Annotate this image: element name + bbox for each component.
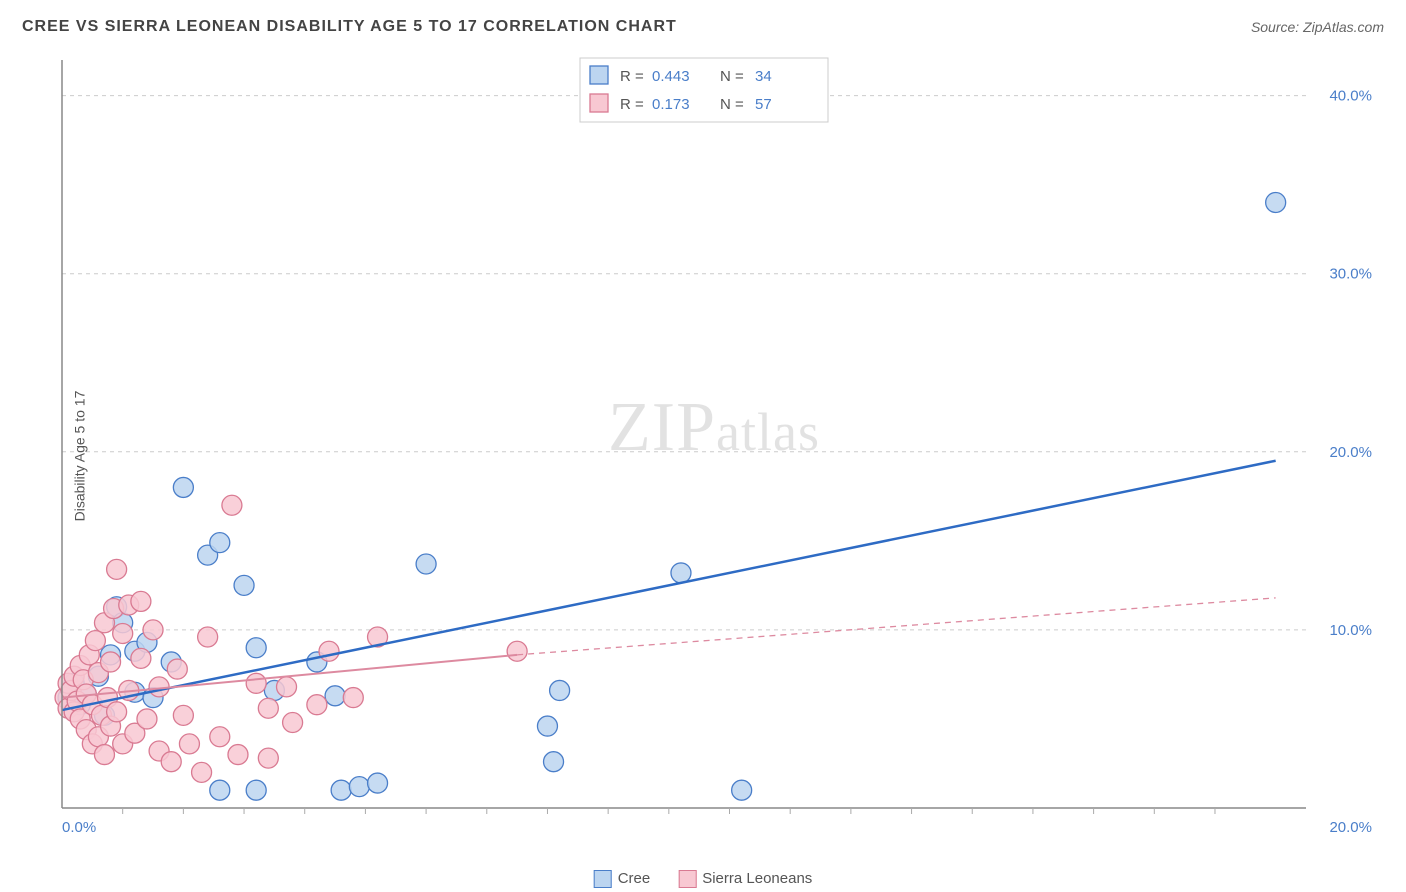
data-point <box>131 591 151 611</box>
legend-r-value: 0.443 <box>652 68 690 85</box>
data-point <box>192 762 212 782</box>
legend-r-value: 0.173 <box>652 96 690 113</box>
data-point <box>246 673 266 693</box>
data-point <box>246 638 266 658</box>
data-point <box>1266 192 1286 212</box>
data-point <box>222 495 242 515</box>
legend-n-value: 57 <box>755 96 772 113</box>
data-point <box>544 752 564 772</box>
y-tick-label: 40.0% <box>1329 88 1372 105</box>
legend-swatch <box>594 870 612 888</box>
chart-source: Source: ZipAtlas.com <box>1251 19 1384 35</box>
data-point <box>319 641 339 661</box>
data-point <box>343 688 363 708</box>
data-point <box>507 641 527 661</box>
data-point <box>179 734 199 754</box>
y-tick-label: 30.0% <box>1329 266 1372 283</box>
data-point <box>167 659 187 679</box>
data-point <box>173 705 193 725</box>
data-point <box>234 575 254 595</box>
data-point <box>537 716 557 736</box>
data-point <box>258 748 278 768</box>
legend-top-box <box>580 58 828 122</box>
data-point <box>210 727 230 747</box>
data-point <box>228 745 248 765</box>
scatter-chart: 10.0% 20.0% 30.0% 40.0% ZIPatlas 0.0% 20.0% R =… <box>44 50 1384 850</box>
data-point <box>107 702 127 722</box>
data-point <box>107 559 127 579</box>
data-point <box>137 709 157 729</box>
chart-area: Disability Age 5 to 17 10.0% 20.0% 30.0% 40… <box>44 50 1388 862</box>
data-point <box>732 780 752 800</box>
y-tick-label: 20.0% <box>1329 444 1372 461</box>
data-point <box>258 698 278 718</box>
data-point <box>307 695 327 715</box>
data-point <box>277 677 297 697</box>
data-point <box>85 631 105 651</box>
data-point <box>368 773 388 793</box>
legend-swatch <box>678 870 696 888</box>
data-point <box>550 680 570 700</box>
x-tick-label: 20.0% <box>1329 819 1372 836</box>
data-point <box>113 623 133 643</box>
data-point <box>349 777 369 797</box>
series-sierra-leoneans <box>55 495 527 782</box>
legend-swatch <box>590 94 608 112</box>
data-point <box>101 652 121 672</box>
data-point <box>331 780 351 800</box>
y-tick-label: 10.0% <box>1329 622 1372 639</box>
y-axis-label: Disability Age 5 to 17 <box>71 391 87 522</box>
data-point <box>325 686 345 706</box>
data-point <box>161 752 181 772</box>
data-point <box>131 648 151 668</box>
data-point <box>94 745 114 765</box>
legend-bottom-item: Cree <box>594 870 651 888</box>
data-point <box>246 780 266 800</box>
data-point <box>210 780 230 800</box>
legend-bottom-item: Sierra Leoneans <box>678 870 812 888</box>
data-point <box>143 620 163 640</box>
legend-n-value: 34 <box>755 68 772 85</box>
legend-label: Sierra Leoneans <box>702 870 812 887</box>
data-point <box>198 627 218 647</box>
legend-n-label: N = <box>720 68 744 85</box>
chart-header: CREE VS SIERRA LEONEAN DISABILITY AGE 5 … <box>0 0 1406 46</box>
data-point <box>173 477 193 497</box>
trend-line-extrapolated <box>517 598 1276 655</box>
x-tick-label: 0.0% <box>62 819 96 836</box>
legend-r-label: R = <box>620 68 644 85</box>
data-point <box>671 563 691 583</box>
legend-n-label: N = <box>720 96 744 113</box>
data-point <box>210 533 230 553</box>
chart-title: CREE VS SIERRA LEONEAN DISABILITY AGE 5 … <box>22 18 677 36</box>
data-point <box>283 713 303 733</box>
legend-swatch <box>590 66 608 84</box>
legend-r-label: R = <box>620 96 644 113</box>
legend-bottom: Cree Sierra Leoneans <box>594 870 813 888</box>
legend-label: Cree <box>618 870 651 887</box>
data-point <box>416 554 436 574</box>
watermark: ZIPatlas <box>608 389 820 466</box>
